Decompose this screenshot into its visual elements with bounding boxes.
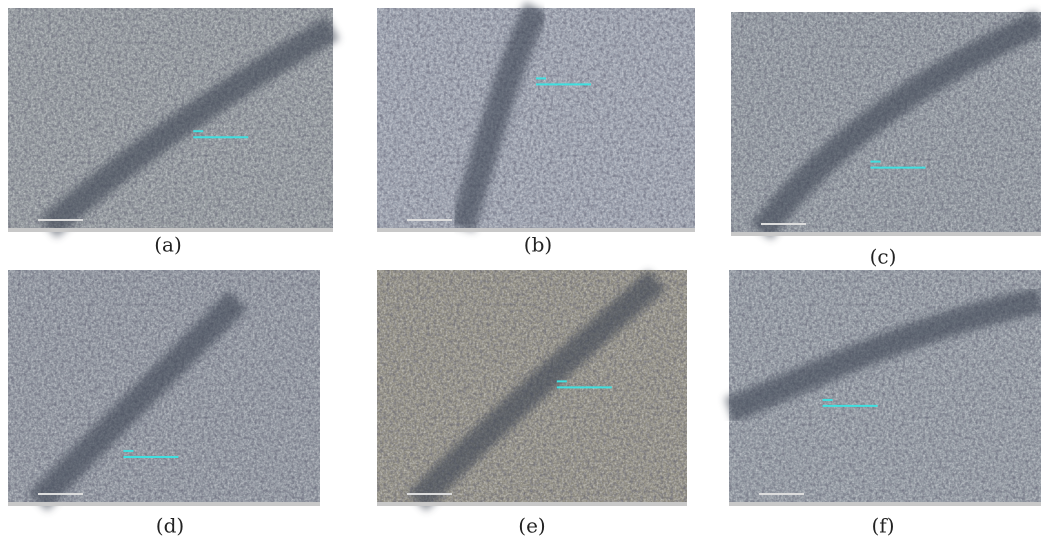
micrograph-panel bbox=[731, 12, 1041, 236]
micrograph-panel bbox=[8, 8, 333, 232]
image-strip bbox=[8, 502, 320, 506]
image-strip bbox=[8, 228, 333, 232]
micrograph-panel bbox=[377, 8, 695, 232]
panel-label: (a) bbox=[154, 233, 182, 257]
micrograph-panel bbox=[729, 270, 1041, 506]
panel-label: (d) bbox=[156, 514, 184, 538]
panel-label: (e) bbox=[518, 514, 545, 538]
image-strip bbox=[731, 232, 1041, 236]
panel-label: (f) bbox=[871, 514, 894, 538]
image-strip bbox=[377, 228, 695, 232]
image-strip bbox=[729, 502, 1041, 506]
panel-label: (b) bbox=[524, 233, 552, 257]
micrograph-panel bbox=[8, 270, 320, 506]
panel-label: (c) bbox=[870, 245, 897, 269]
micrograph-panel bbox=[377, 270, 687, 506]
figure: (a) (b) (c) (d) (e) (f) bbox=[0, 0, 1041, 549]
image-strip bbox=[377, 502, 687, 506]
